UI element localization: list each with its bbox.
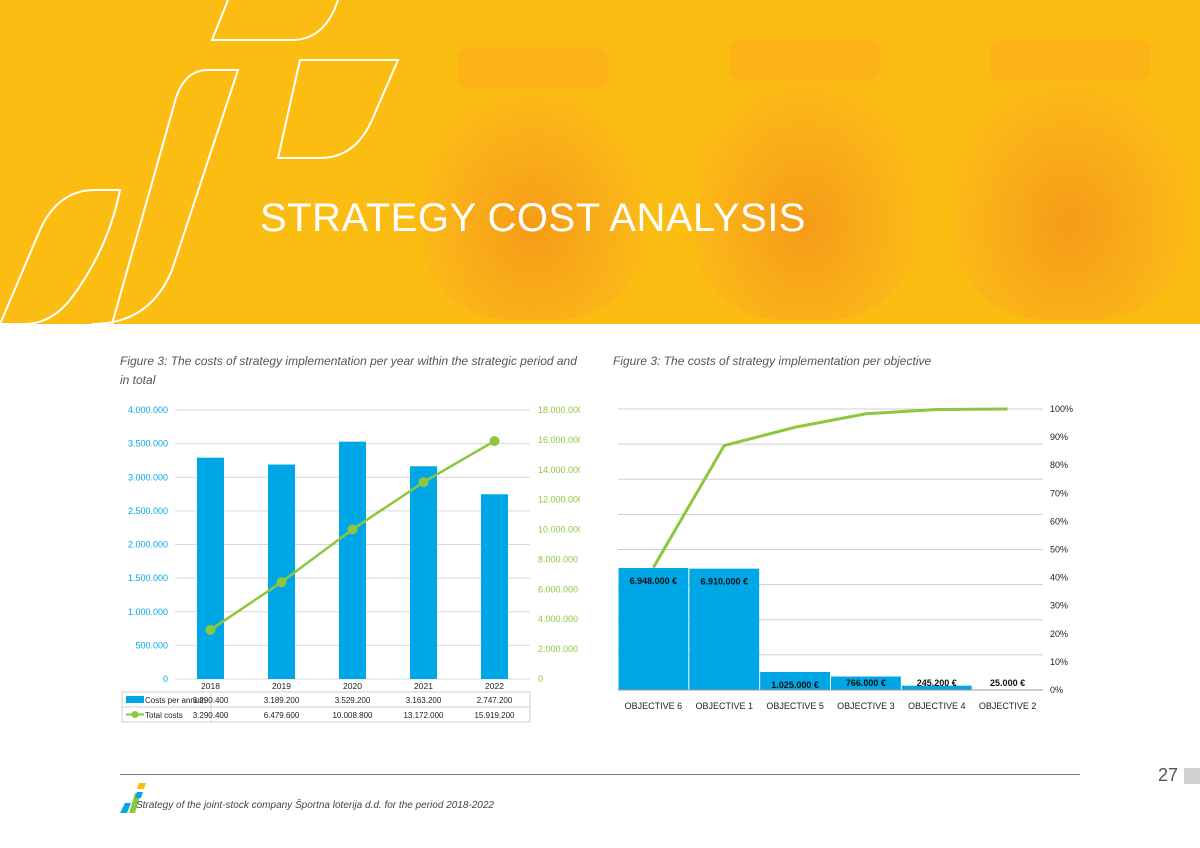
data-label: 1.025.000 € — [771, 680, 819, 690]
right-tick-label: 20% — [1050, 629, 1068, 639]
right-tick-label: 100% — [1050, 404, 1073, 414]
page-title: STRATEGY COST ANALYSIS — [260, 196, 806, 240]
bar — [618, 567, 689, 690]
x-tick-label: OBJECTIVE 6 — [625, 701, 683, 711]
right-tick-label: 14.000.000 — [538, 465, 580, 475]
coin-jar-neck — [990, 40, 1150, 80]
cumulative-percent-line — [652, 407, 1008, 569]
yearly-costs-chart: 0 500.000 1.000.000 1.500.000 2.000.000 2.500… — [121, 405, 580, 723]
data-table-cell: 3.189.200 — [264, 696, 300, 705]
data-table-cell: 15.919.200 — [474, 711, 515, 720]
right-tick-label: 12.000.000 — [538, 495, 580, 505]
coin-jar-image — [690, 80, 920, 320]
bar — [760, 671, 830, 690]
data-label: 6.948.000 € — [630, 576, 678, 586]
data-label: 245.200 € — [917, 678, 957, 688]
x-tick-label: 2021 — [414, 681, 433, 691]
right-tick-label: 90% — [1050, 432, 1068, 442]
x-tick-label: 2019 — [272, 681, 291, 691]
legend-key-bar — [126, 696, 144, 703]
bar — [268, 464, 295, 679]
left-tick-label: 4.000.000 — [128, 405, 168, 415]
bar — [197, 457, 224, 679]
data-table-cell: 3.529.200 — [335, 696, 371, 705]
right-tick-label: 30% — [1050, 601, 1068, 611]
right-tick-label: 70% — [1050, 488, 1068, 498]
legend-label: Costs per annum — [145, 696, 206, 705]
right-tick-label: 0% — [1050, 685, 1063, 695]
page-number: 27 — [1158, 765, 1179, 785]
data-label: 25.000 € — [990, 678, 1025, 688]
page-tab-marker — [1184, 768, 1200, 784]
right-tick-label: 2.000.000 — [538, 644, 578, 654]
line-point — [489, 436, 500, 447]
bar — [901, 685, 972, 690]
coin-jar-image — [418, 90, 648, 320]
left-tick-label: 0 — [163, 674, 168, 684]
bar — [339, 441, 366, 679]
header-banner: STRATEGY COST ANALYSIS — [0, 0, 1200, 324]
right-tick-label: 50% — [1050, 545, 1068, 555]
footer-logo — [120, 783, 146, 813]
x-tick-label: 2022 — [485, 681, 504, 691]
bar — [410, 466, 437, 679]
footer-text: Strategy of the joint-stock company Špor… — [136, 800, 494, 811]
x-tick-label: OBJECTIVE 4 — [908, 701, 966, 711]
right-tick-label: 10% — [1050, 657, 1068, 667]
right-tick-label: 80% — [1050, 460, 1068, 470]
x-tick-label: OBJECTIVE 5 — [766, 701, 824, 711]
figure-caption-objective: Figure 3: The costs of strategy implemen… — [613, 354, 932, 368]
left-tick-label: 3.500.000 — [128, 439, 168, 449]
left-tick-label: 500.000 — [135, 640, 168, 650]
x-tick-label: 2020 — [343, 681, 362, 691]
line-point — [205, 624, 216, 635]
data-table-cell: 3.290.400 — [193, 696, 229, 705]
footer-divider — [120, 774, 1080, 775]
right-tick-label: 18.000.000 — [538, 405, 580, 415]
left-tick-label: 3.000.000 — [128, 472, 168, 482]
x-tick-label: OBJECTIVE 2 — [979, 701, 1037, 711]
data-table-cell: 3.290.400 — [193, 711, 229, 720]
logo-outline-graphic — [0, 0, 400, 324]
line-point — [276, 577, 287, 588]
data-table-cell: 3.163.200 — [406, 696, 442, 705]
left-tick-label: 1.000.000 — [128, 607, 168, 617]
data-table-cell: 13.172.000 — [403, 711, 444, 720]
legend-key-point — [131, 711, 139, 718]
data-table-cell: 2.747.200 — [477, 696, 513, 705]
x-tick-label: 2018 — [201, 681, 220, 691]
bar — [689, 568, 760, 690]
line-point — [418, 477, 429, 488]
right-tick-label: 60% — [1050, 516, 1068, 526]
right-tick-label: 16.000.000 — [538, 435, 580, 445]
left-tick-label: 2.500.000 — [128, 506, 168, 516]
coin-jar-neck — [458, 48, 608, 88]
line-point — [347, 524, 358, 535]
figure-caption-yearly: Figure 3: The costs of strategy implemen… — [120, 354, 577, 387]
objective-costs-chart: 0% 10% 20% 30% 40% 50% 60% 70% 80% 90% 100% 6.948.0… — [618, 404, 1073, 711]
data-label: 766.000 € — [846, 678, 886, 688]
left-tick-label: 1.500.000 — [128, 573, 168, 583]
bar — [831, 676, 901, 690]
right-tick-label: 10.000.000 — [538, 525, 580, 535]
x-tick-label: OBJECTIVE 3 — [837, 701, 895, 711]
right-tick-label: 8.000.000 — [538, 554, 578, 564]
left-tick-label: 2.000.000 — [128, 540, 168, 550]
data-table-cell: 6.479.600 — [264, 711, 300, 720]
data-table-cell: 10.008.800 — [332, 711, 373, 720]
coin-jar-image — [950, 80, 1190, 320]
data-label: 6.910.000 € — [700, 577, 748, 587]
right-tick-label: 40% — [1050, 573, 1068, 583]
right-tick-label: 4.000.000 — [538, 614, 578, 624]
right-tick-label: 0 — [538, 674, 543, 684]
right-tick-label: 6.000.000 — [538, 584, 578, 594]
coin-jar-neck — [730, 40, 880, 80]
bar — [481, 494, 508, 679]
legend-label: Total costs — [145, 711, 183, 720]
x-tick-label: OBJECTIVE 1 — [695, 701, 753, 711]
